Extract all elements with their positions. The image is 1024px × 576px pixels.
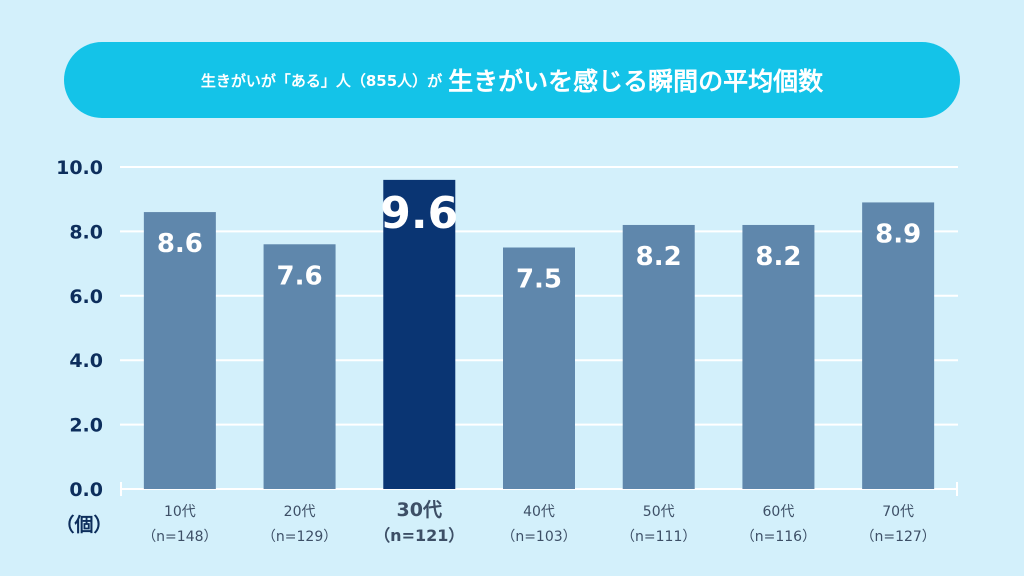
y-tick-label: 2.0 (69, 415, 103, 437)
bar-value-label: 8.2 (755, 242, 801, 272)
bar-value-label: 8.6 (157, 229, 203, 259)
x-category-label: 60代 (763, 504, 795, 520)
chart-title: 生きがいを感じる瞬間の平均個数 (448, 67, 824, 96)
x-category-label: 10代 (164, 504, 196, 520)
x-sample-size-label: （n=121） (374, 526, 464, 545)
y-axis-unit-label: （個） (55, 513, 112, 536)
bar (862, 202, 935, 490)
chart-title-banner: 生きがいが「ある」人（855人）が 生きがいを感じる瞬間の平均個数 (64, 42, 960, 118)
bar-value-label: 8.2 (636, 242, 682, 272)
y-tick-label: 0.0 (69, 479, 103, 501)
bar-value-label: 7.6 (277, 261, 323, 291)
chart-title-prefix: 生きがいが「ある」人（855人）が (200, 71, 443, 90)
bar-value-label: 9.6 (380, 188, 458, 239)
x-sample-size-label: （n=111） (621, 529, 696, 545)
x-category-label: 50代 (643, 504, 675, 520)
x-category-label: 70代 (882, 504, 914, 520)
bar (143, 212, 216, 489)
bar (622, 224, 695, 489)
y-tick-label: 10.0 (56, 157, 103, 179)
bar (383, 179, 456, 489)
bar-value-label: 8.9 (875, 219, 921, 249)
x-sample-size-label: （n=129） (262, 529, 337, 545)
x-sample-size-label: （n=127） (860, 529, 935, 545)
x-sample-size-label: （n=103） (501, 529, 576, 545)
y-tick-label: 8.0 (69, 221, 103, 243)
y-tick-label: 6.0 (69, 286, 103, 308)
bar (742, 224, 815, 489)
x-category-label: 40代 (523, 504, 555, 520)
x-sample-size-label: （n=148） (142, 529, 217, 545)
bar-value-label: 7.5 (516, 265, 562, 295)
x-category-label: 20代 (284, 504, 316, 520)
x-sample-size-label: （n=116） (741, 529, 816, 545)
y-tick-label: 4.0 (69, 350, 103, 372)
bar (263, 244, 336, 489)
x-category-label: 30代 (397, 499, 442, 521)
bar (503, 247, 575, 489)
